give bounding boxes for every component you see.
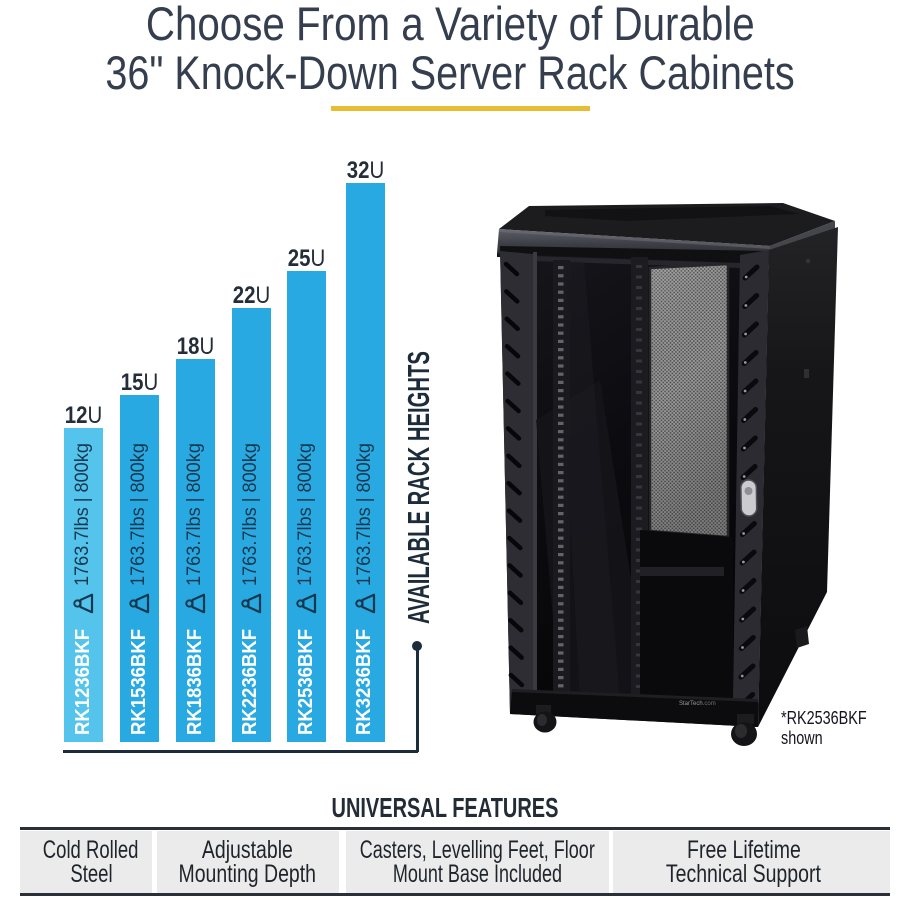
svg-text:StarTech.com: StarTech.com bbox=[679, 701, 716, 707]
